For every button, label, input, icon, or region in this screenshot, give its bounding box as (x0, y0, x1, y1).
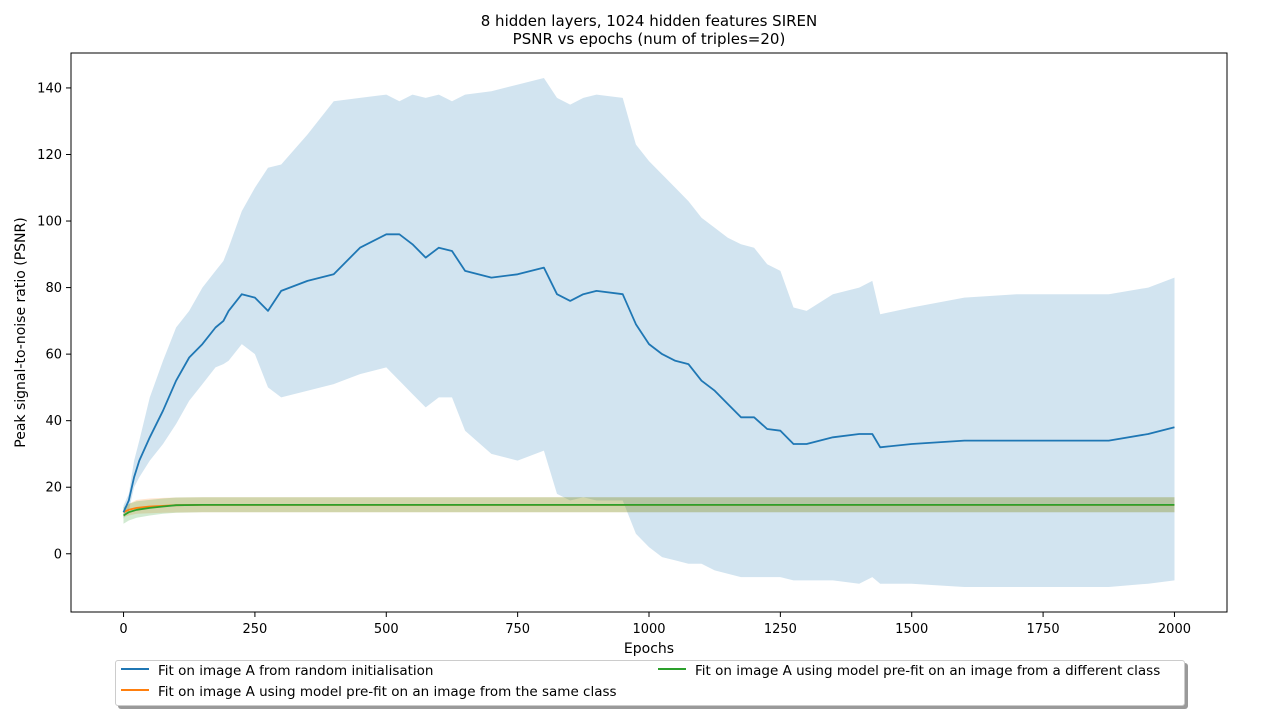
chart-subtitle: PSNR vs epochs (num of triples=20) (512, 30, 786, 48)
legend-swatch-same-class (121, 689, 149, 691)
legend: Fit on image A from random initialisatio… (115, 660, 1185, 706)
legend-swatch-different-class (658, 668, 686, 670)
band-different-class (123, 497, 1175, 524)
x-tick-label: 750 (505, 622, 530, 637)
chart-title: 8 hidden layers, 1024 hidden features SI… (480, 12, 818, 30)
y-tick-label: 40 (45, 414, 62, 429)
y-tick-label: 100 (37, 215, 62, 230)
y-tick-label: 0 (54, 547, 62, 562)
legend-item-same-class: Fit on image A using model pre-fit on an… (121, 684, 617, 702)
x-tick-label: 1250 (764, 622, 797, 637)
band-same-class (123, 497, 1175, 518)
x-tick-label: 1500 (895, 622, 928, 637)
legend-label-same-class: Fit on image A using model pre-fit on an… (158, 684, 617, 700)
legend-swatch-random-init (121, 668, 149, 670)
y-axis-label: Peak signal-to-noise ratio (PSNR) (13, 217, 29, 447)
y-tick-label: 80 (45, 281, 62, 296)
legend-label-random-init: Fit on image A from random initialisatio… (158, 663, 434, 679)
y-tick-label: 20 (45, 481, 62, 496)
x-tick-label: 0 (119, 622, 127, 637)
x-tick-label: 1000 (632, 622, 665, 637)
x-axis-label: Epochs (624, 641, 674, 657)
x-tick-label: 250 (242, 622, 267, 637)
legend-item-random-init: Fit on image A from random initialisatio… (121, 663, 434, 681)
legend-label-different-class: Fit on image A using model pre-fit on an… (695, 663, 1161, 679)
x-tick-label: 2000 (1158, 622, 1191, 637)
y-tick-label: 140 (37, 81, 62, 96)
line-random-init (122, 233, 1175, 513)
x-tick-label: 500 (374, 622, 399, 637)
line-different-class (123, 503, 1175, 517)
x-tick-label: 1750 (1027, 622, 1060, 637)
y-tick-label: 60 (45, 348, 62, 363)
y-tick-label: 120 (37, 148, 62, 163)
legend-item-different-class: Fit on image A using model pre-fit on an… (658, 663, 1160, 681)
band-random-init (123, 78, 1175, 587)
